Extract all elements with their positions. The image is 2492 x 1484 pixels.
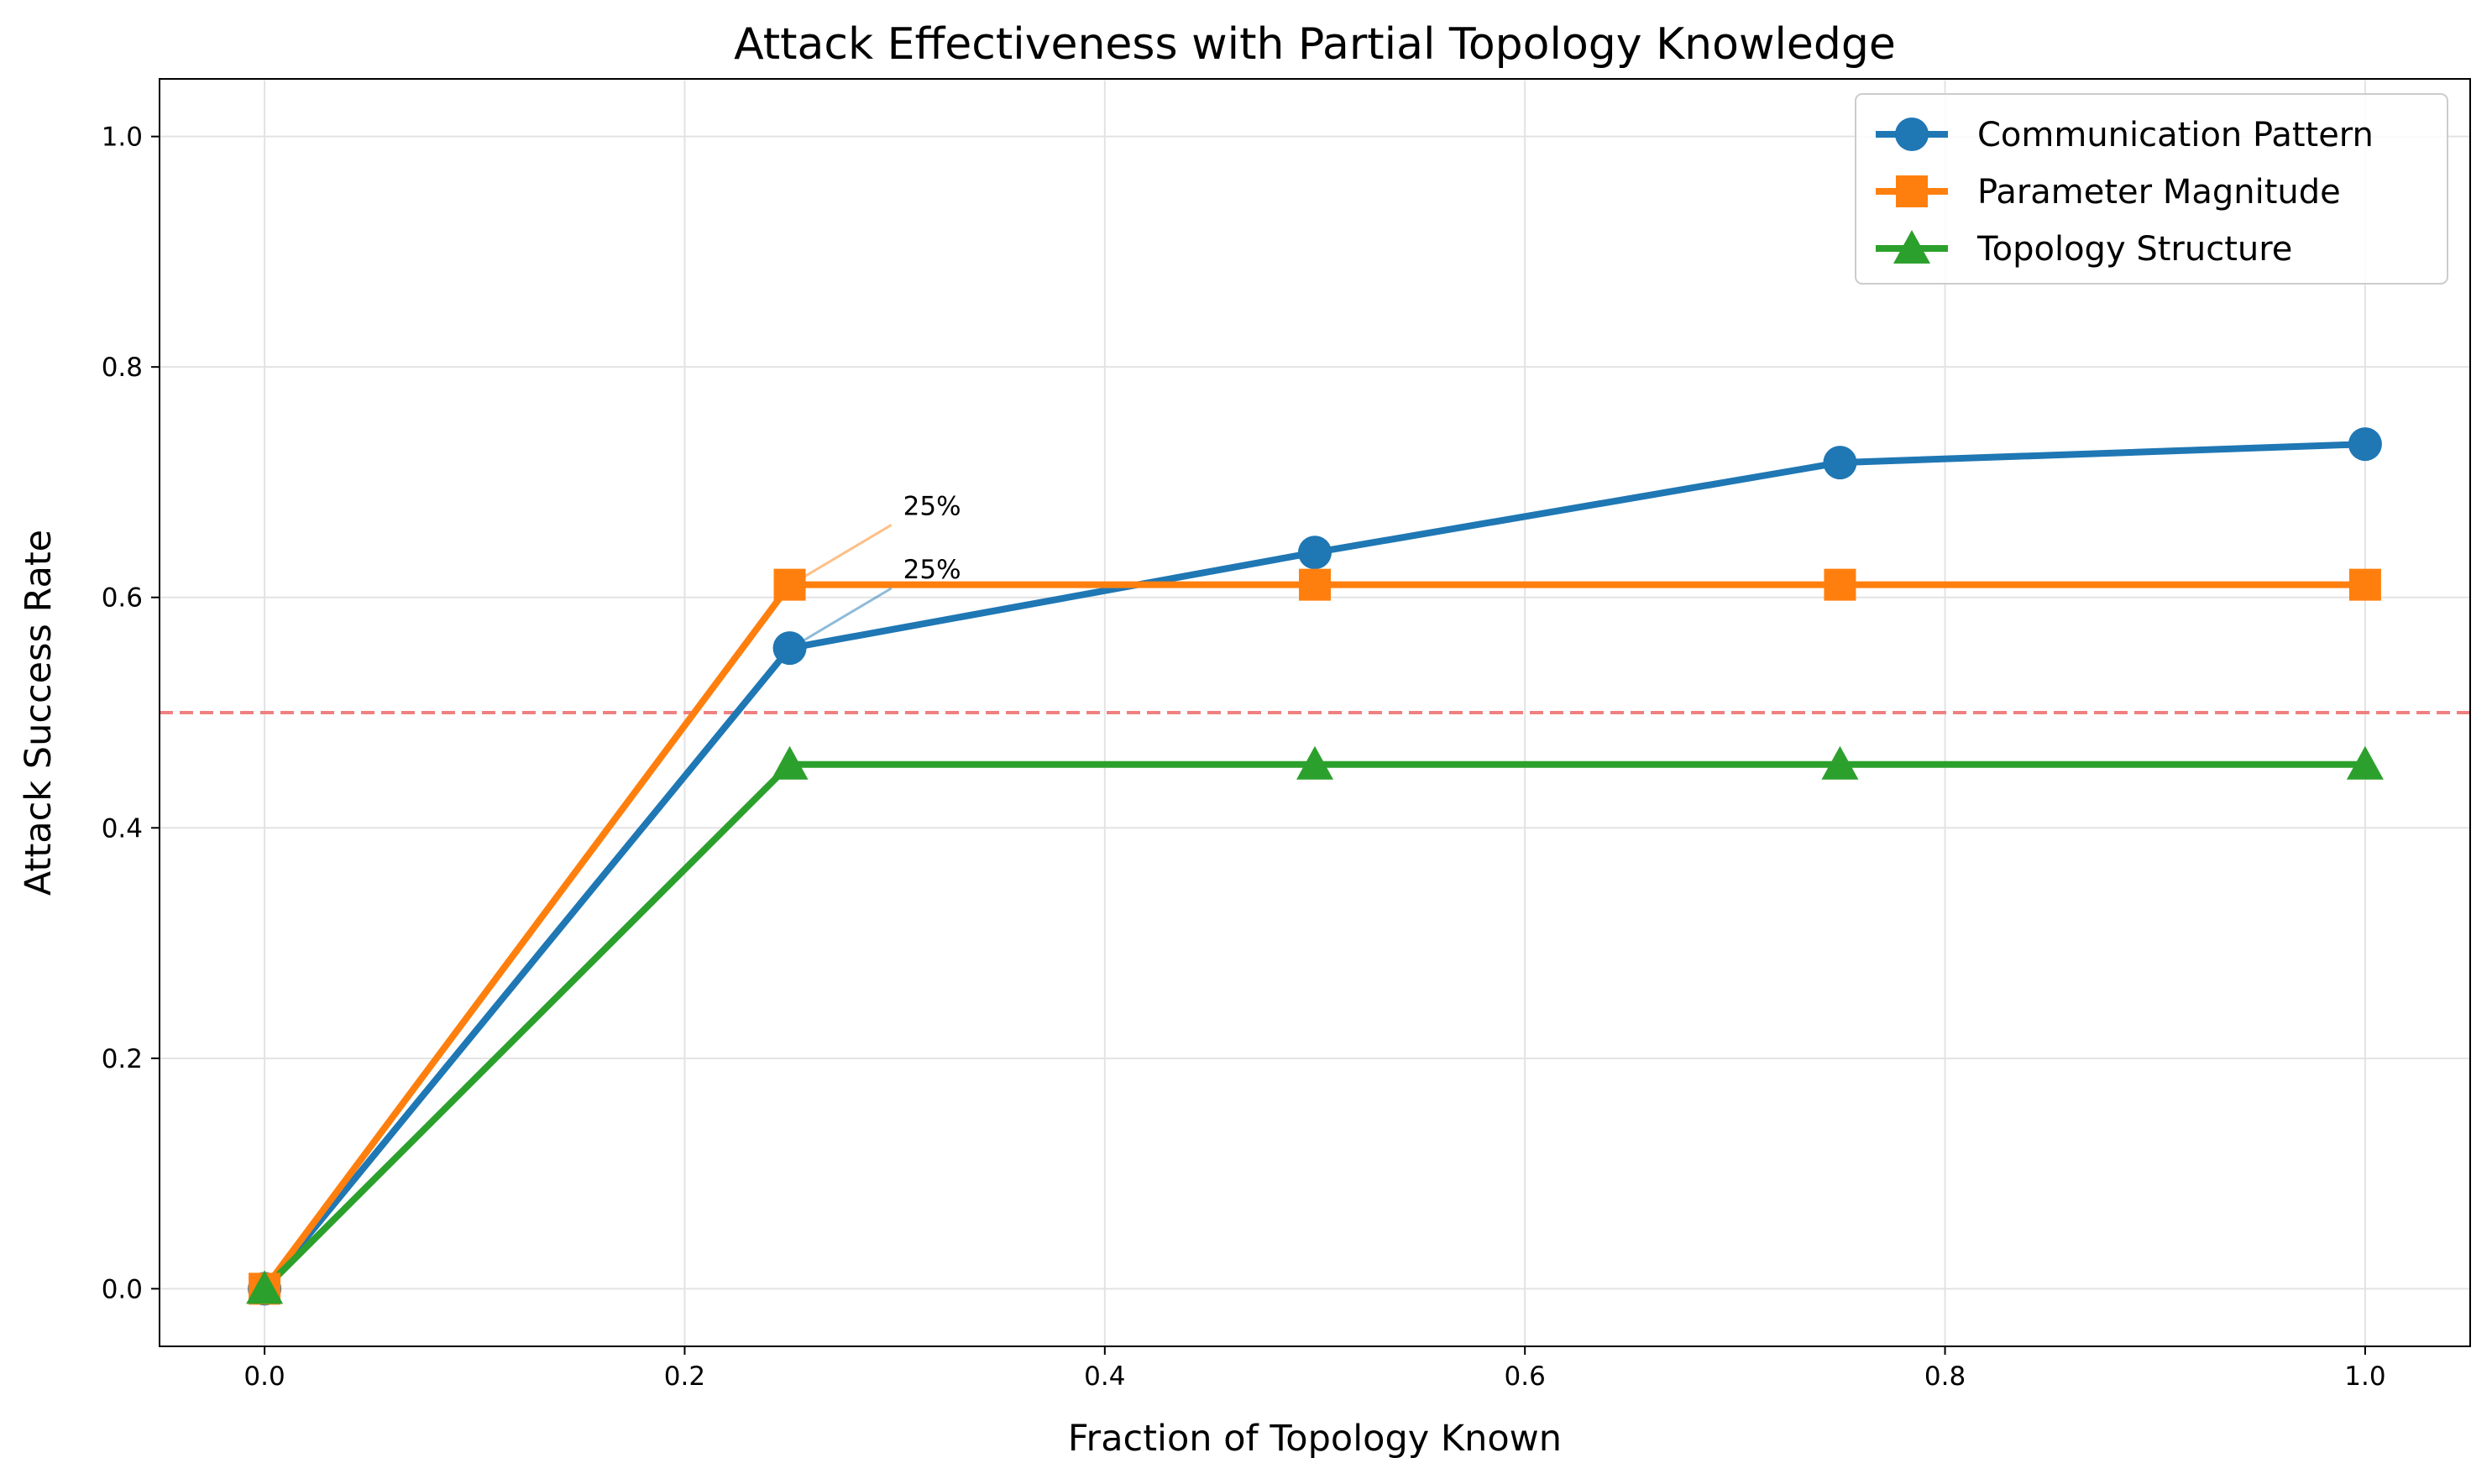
annotations: 25% 25%	[795, 491, 961, 646]
y-axis-label: Attack Success Rate	[18, 530, 60, 896]
series-0-marker-4	[2348, 427, 2382, 462]
chart-title: Attack Effectiveness with Partial Topolo…	[734, 19, 1896, 70]
series-2-marker-4	[2346, 745, 2384, 780]
series-1-marker-3	[1824, 568, 1856, 601]
legend-label-1: Parameter Magnitude	[1977, 173, 2341, 212]
x-axis-ticks: 0.0 0.2 0.4 0.6 0.8 1.0	[243, 1346, 2386, 1392]
series-2-marker-0	[246, 1270, 284, 1304]
y-tick-label-1: 0.2	[102, 1044, 143, 1074]
series-2-marker-1	[771, 745, 809, 780]
y-tick-label-0: 0.0	[102, 1274, 143, 1304]
x-tick-label-1: 0.2	[664, 1361, 705, 1392]
annotation-arrow-0	[795, 524, 893, 583]
legend-label-0: Communication Pattern	[1977, 116, 2374, 154]
legend-marker-0	[1895, 118, 1929, 151]
y-tick-label-5: 1.0	[102, 123, 143, 153]
y-axis-ticks: 0.0 0.2 0.4 0.6 0.8 1.0	[102, 123, 160, 1304]
series-markers	[246, 427, 2384, 1306]
x-tick-label-5: 1.0	[2344, 1361, 2385, 1392]
series-0-marker-1	[772, 631, 807, 666]
legend-marker-1	[1896, 175, 1928, 207]
y-tick-label-3: 0.6	[102, 583, 143, 614]
x-tick-label-3: 0.6	[1505, 1361, 1546, 1392]
legend: Communication Pattern Parameter Magnitude…	[1855, 93, 2448, 285]
legend-box	[1855, 93, 2448, 285]
series-0-marker-2	[1298, 536, 1332, 570]
series-1-marker-4	[2348, 568, 2381, 601]
series-1-marker-1	[773, 568, 806, 601]
x-tick-label-0: 0.0	[243, 1361, 285, 1392]
x-tick-label-2: 0.4	[1084, 1361, 1125, 1392]
y-tick-label-2: 0.4	[102, 813, 143, 844]
annotation-label-1: 25%	[903, 555, 961, 585]
x-tick-label-4: 0.8	[1924, 1361, 1966, 1392]
annotation-label-0: 25%	[903, 491, 961, 521]
legend-label-2: Topology Structure	[1976, 230, 2292, 269]
annotation-arrow-1	[795, 587, 893, 646]
x-axis-label: Fraction of Topology Known	[1068, 1418, 1562, 1460]
series-0-marker-3	[1823, 446, 1857, 480]
series-2-marker-2	[1296, 745, 1333, 780]
y-tick-label-4: 0.8	[102, 353, 143, 383]
legend-marker-2	[1893, 230, 1930, 264]
series-1-marker-2	[1299, 568, 1331, 601]
plot-frame	[159, 78, 2471, 1347]
series-2-marker-3	[1821, 745, 1859, 780]
